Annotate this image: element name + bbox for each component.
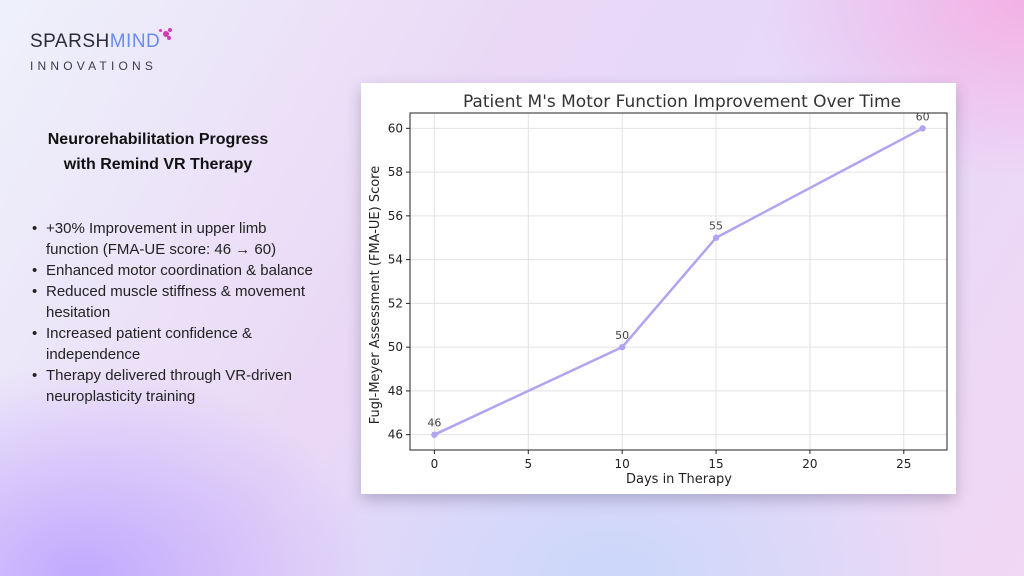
data-point	[712, 234, 720, 241]
y-tick-label: 60	[388, 121, 403, 135]
page-heading-line2: with Remind VR Therapy	[63, 156, 253, 173]
brand-logo: SPARSHMIND INNOVATIONS	[30, 28, 173, 73]
x-tick-label: 10	[615, 457, 630, 471]
y-tick-label: 56	[388, 209, 403, 223]
data-points: 46 50 55 60	[427, 110, 930, 438]
grid	[410, 113, 947, 450]
benefit-item: Enhanced motor coordination & balance	[28, 260, 318, 281]
benefit-item: +30% Improvement in upper limb function …	[28, 218, 318, 260]
data-point-label: 46	[427, 417, 441, 430]
plot-frame	[409, 112, 948, 451]
line-chart: 0 5 10 15 20 25 46 48 50 52 54 56 58 60 46 50 55 60 Pati…	[368, 92, 948, 487]
data-point-label: 50	[615, 329, 629, 342]
x-tick-label: 20	[802, 457, 817, 471]
benefit-item: Reduced muscle stiffness & movement hesi…	[28, 281, 318, 323]
y-tick-label: 54	[388, 253, 403, 267]
y-tick-label: 52	[388, 296, 403, 310]
chart-card: 0 5 10 15 20 25 46 48 50 52 54 56 58 60 46 50 55 60 Pati…	[361, 83, 956, 494]
benefits-list: +30% Improvement in upper limb function …	[28, 218, 318, 407]
data-point	[919, 125, 926, 132]
molecule-dots-icon	[158, 28, 173, 42]
x-tick-label: 25	[896, 457, 911, 471]
page-heading-line1: Neurorehabilitation Progress	[47, 131, 269, 148]
brand-name-part2: MIND	[109, 31, 161, 52]
y-tick-label: 46	[388, 428, 403, 442]
axis-ticks: 0 5 10 15 20 25 46 48 50 52 54 56 58 60	[388, 121, 912, 471]
brand-name-part1: SPARSH	[30, 31, 110, 52]
series-line	[433, 127, 924, 436]
page-heading: Neurorehabilitation Progress with Remind…	[18, 127, 298, 177]
data-point	[431, 431, 438, 438]
benefit-item: Therapy delivered through VR-driven neur…	[28, 365, 318, 407]
data-point-label: 60	[916, 110, 930, 123]
y-tick-label: 48	[388, 384, 403, 398]
data-point-label: 55	[709, 220, 723, 233]
x-tick-label: 5	[524, 457, 532, 471]
y-tick-label: 50	[388, 340, 403, 354]
x-tick-label: 15	[708, 457, 723, 471]
benefit-item: Increased patient confidence & independe…	[28, 323, 318, 365]
brand-name: SPARSHMIND	[30, 28, 173, 53]
y-axis-label: Fugl-Meyer Assessment (FMA-UE) Score	[368, 166, 383, 424]
y-tick-label: 58	[388, 165, 403, 179]
brand-subtitle: INNOVATIONS	[30, 59, 158, 73]
x-axis-label: Days in Therapy	[626, 472, 732, 487]
chart-title: Patient M's Motor Function Improvement O…	[463, 92, 901, 112]
data-point	[618, 343, 626, 351]
x-tick-label: 0	[431, 457, 439, 471]
